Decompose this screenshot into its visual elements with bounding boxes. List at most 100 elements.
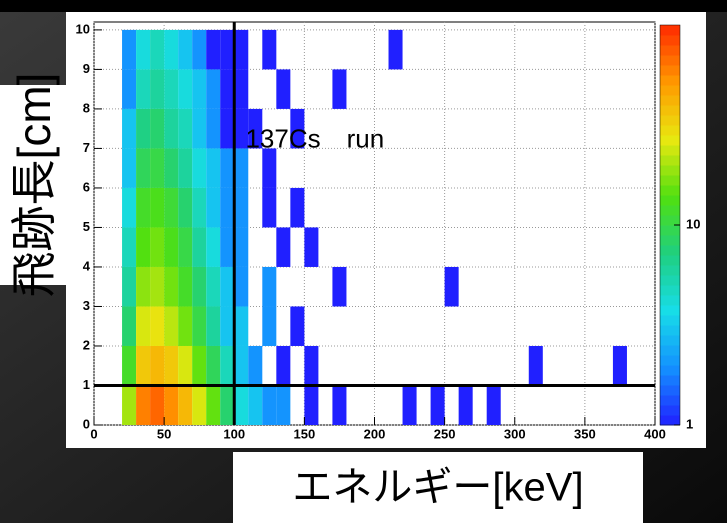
heatmap-cell bbox=[234, 266, 249, 307]
heatmap-cell bbox=[248, 385, 263, 425]
heatmap-cell bbox=[234, 29, 249, 70]
colorbar-segment bbox=[660, 405, 680, 416]
heatmap-cell bbox=[136, 69, 151, 109]
colorbar-segment bbox=[660, 245, 680, 256]
heatmap-cell bbox=[178, 187, 193, 228]
heatmap-cell bbox=[388, 29, 403, 70]
heatmap-cell bbox=[486, 385, 501, 425]
x-tick-label: 350 bbox=[574, 426, 596, 441]
colorbar-segment bbox=[660, 365, 680, 376]
heatmap-cell bbox=[192, 306, 207, 346]
heatmap-cell bbox=[150, 345, 165, 386]
colorbar-segment bbox=[660, 145, 680, 156]
heatmap-cell bbox=[178, 148, 193, 188]
heatmap-cell bbox=[402, 385, 417, 425]
heatmap-cell bbox=[206, 306, 221, 346]
heatmap-cell bbox=[122, 69, 137, 109]
heatmap-cell bbox=[276, 345, 291, 386]
colorbar-segment bbox=[660, 75, 680, 86]
heatmap-cell bbox=[304, 227, 319, 267]
colorbar-segment bbox=[660, 225, 680, 236]
heatmap-cell bbox=[192, 385, 207, 425]
colorbar-segment bbox=[660, 165, 680, 176]
x-tick-label: 250 bbox=[434, 426, 456, 441]
heatmap-cell bbox=[150, 69, 165, 109]
heatmap-cell bbox=[164, 187, 179, 228]
heatmap-cell bbox=[234, 345, 249, 386]
xlabel-box bbox=[233, 452, 643, 523]
colorbar-segment bbox=[660, 235, 680, 246]
heatmap-cell bbox=[178, 227, 193, 267]
x-tick-label: 0 bbox=[90, 426, 97, 441]
heatmap-cell bbox=[262, 187, 277, 228]
colorbar-segment bbox=[660, 25, 680, 36]
heatmap-cell bbox=[164, 306, 179, 346]
heatmap-cell bbox=[220, 29, 235, 70]
heatmap-cell bbox=[430, 385, 445, 425]
heatmap-cell bbox=[262, 385, 277, 425]
heatmap-cell bbox=[192, 187, 207, 228]
heatmap-cell bbox=[332, 385, 347, 425]
colorbar-segment bbox=[660, 315, 680, 326]
heatmap-cell bbox=[164, 108, 179, 149]
heatmap-cell bbox=[220, 306, 235, 346]
heatmap-cell bbox=[220, 187, 235, 228]
heatmap-cell bbox=[150, 266, 165, 307]
heatmap-cell bbox=[220, 345, 235, 386]
heatmap-cell bbox=[276, 385, 291, 425]
heatmap-cell bbox=[234, 108, 249, 149]
heatmap-cell bbox=[122, 266, 137, 307]
y-tick-label: 6 bbox=[83, 179, 90, 194]
colorbar-tick-label: 1 bbox=[686, 416, 693, 431]
colorbar-segment bbox=[660, 375, 680, 386]
heatmap-cell bbox=[164, 266, 179, 307]
colorbar-segment bbox=[660, 415, 680, 426]
y-tick-label: 1 bbox=[83, 377, 90, 392]
colorbar-segment bbox=[660, 345, 680, 356]
heatmap-cell bbox=[528, 345, 543, 386]
heatmap-cell bbox=[276, 227, 291, 267]
colorbar-segment bbox=[660, 125, 680, 136]
colorbar-segment bbox=[660, 255, 680, 266]
heatmap-cell bbox=[136, 227, 151, 267]
colorbar-segment bbox=[660, 175, 680, 186]
heatmap-cell bbox=[262, 148, 277, 188]
top-band bbox=[0, 0, 727, 12]
heatmap-cell bbox=[122, 148, 137, 188]
x-tick-label: 200 bbox=[364, 426, 386, 441]
heatmap-cell bbox=[164, 345, 179, 386]
colorbar-segment bbox=[660, 355, 680, 366]
colorbar-segment bbox=[660, 55, 680, 66]
colorbar-segment bbox=[660, 95, 680, 106]
heatmap-cell bbox=[164, 227, 179, 267]
heatmap-cell bbox=[290, 108, 305, 149]
heatmap-cell bbox=[276, 69, 291, 109]
heatmap-cell bbox=[150, 385, 165, 425]
heatmap-cell bbox=[122, 345, 137, 386]
y-tick-label: 2 bbox=[83, 337, 90, 352]
colorbar-segment bbox=[660, 265, 680, 276]
heatmap-cell bbox=[234, 187, 249, 228]
colorbar-segment bbox=[660, 185, 680, 196]
colorbar-segment bbox=[660, 195, 680, 206]
colorbar-segment bbox=[660, 305, 680, 316]
heatmap-cell bbox=[122, 385, 137, 425]
heatmap-cell bbox=[192, 345, 207, 386]
colorbar-segment bbox=[660, 215, 680, 226]
heatmap-cell bbox=[206, 345, 221, 386]
y-tick-label: 0 bbox=[83, 416, 90, 431]
colorbar-segment bbox=[660, 115, 680, 126]
heatmap-cell bbox=[444, 266, 459, 307]
colorbar-segment bbox=[660, 155, 680, 166]
heatmap-cell bbox=[458, 385, 473, 425]
heatmap-cell bbox=[290, 306, 305, 346]
heatmap-cell bbox=[220, 266, 235, 307]
heatmap-cell bbox=[150, 187, 165, 228]
heatmap-cell bbox=[136, 345, 151, 386]
heatmap-cell bbox=[150, 108, 165, 149]
heatmap-cell bbox=[192, 108, 207, 149]
heatmap-cell bbox=[206, 29, 221, 70]
heatmap-cell bbox=[192, 29, 207, 70]
heatmap-cell bbox=[262, 266, 277, 307]
